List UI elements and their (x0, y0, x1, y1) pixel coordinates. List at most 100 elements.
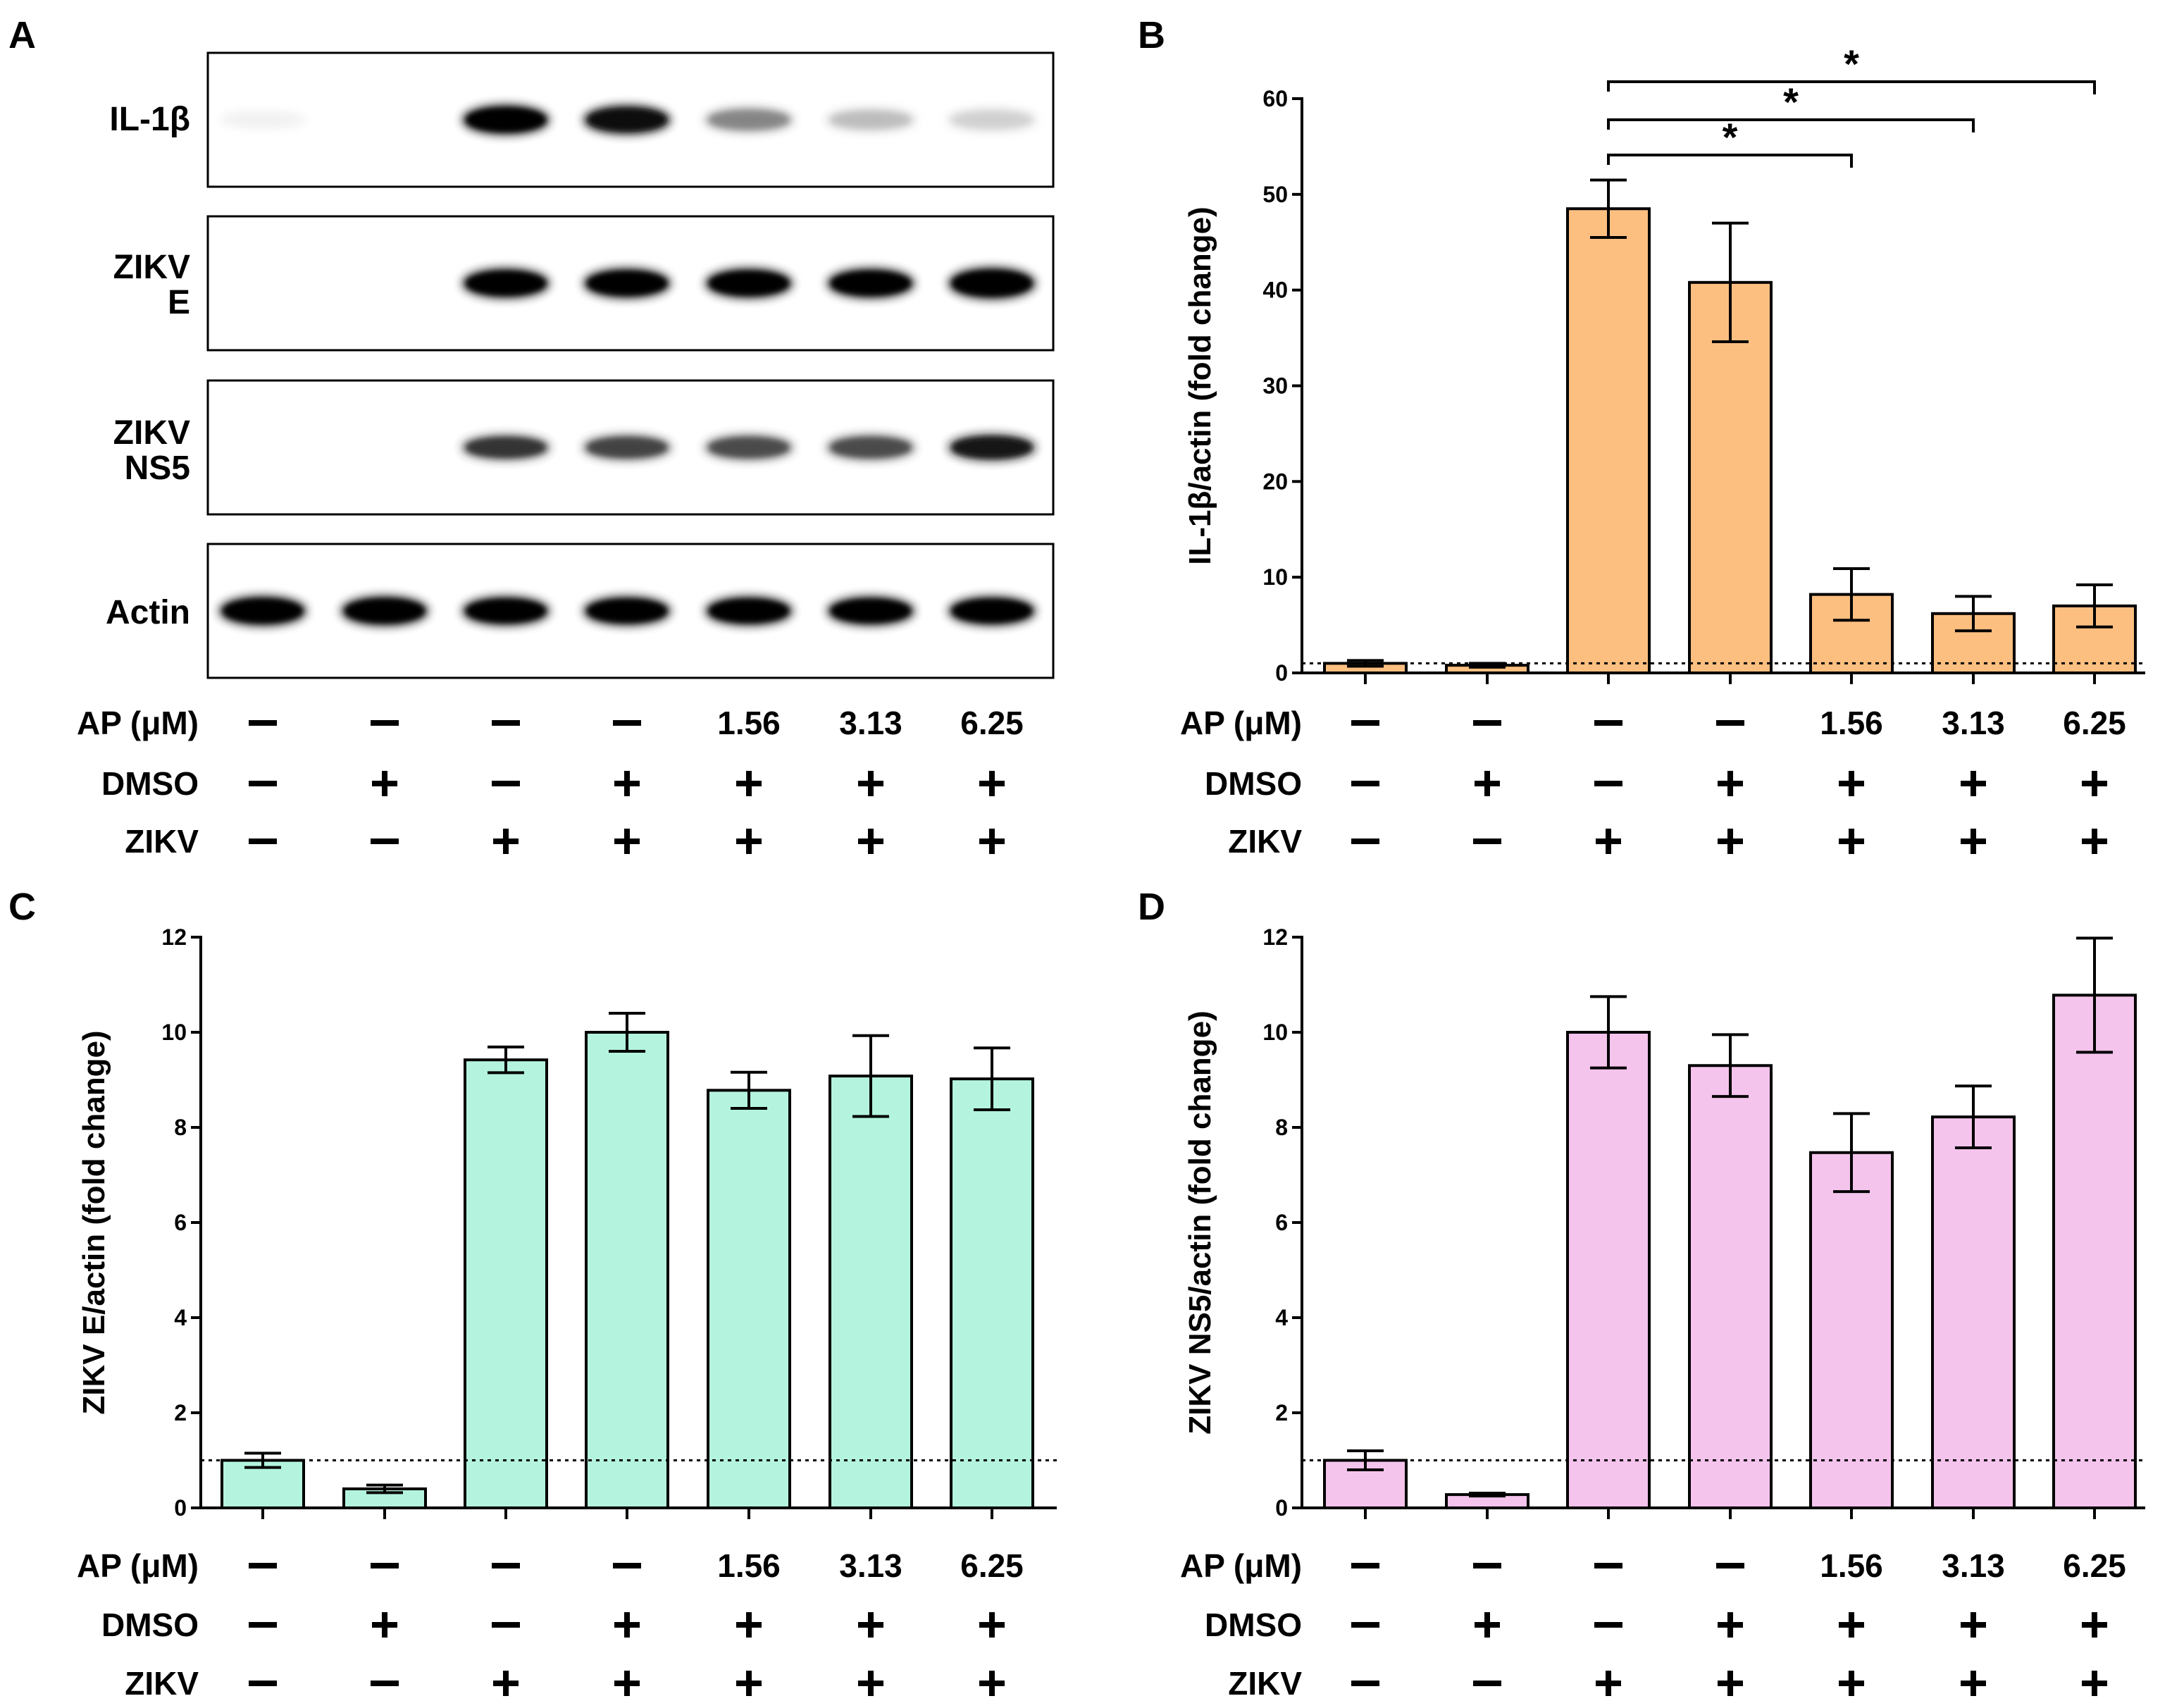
plus-v (2092, 1671, 2097, 1696)
panel-label-a: A (8, 14, 36, 56)
blot-row: IL-1β (109, 51, 1055, 188)
minus-bar (249, 1622, 277, 1628)
blot-band-core (223, 113, 302, 127)
minus-bar (1716, 1563, 1744, 1568)
blot-band-core (952, 600, 1031, 622)
bar-7 (2052, 994, 2137, 1509)
y-axis-label: ZIKV E/actin (fold change) (77, 1030, 111, 1414)
blot-band-core (588, 109, 666, 131)
plus-v (1727, 1612, 1733, 1638)
bar-2 (342, 1487, 427, 1509)
concentration-value: 1.56 (717, 705, 781, 741)
minus-bar (1594, 1563, 1622, 1568)
concentration-value: 6.25 (960, 1547, 1024, 1584)
minus-bar (371, 720, 399, 726)
minus-bar (492, 1563, 520, 1568)
plus-v (989, 1671, 995, 1696)
concentration-value: 6.25 (960, 705, 1024, 741)
bar-5 (1809, 593, 1894, 674)
plus-v (1971, 1671, 1976, 1696)
error-bar-7 (2076, 583, 2113, 629)
plus-v (503, 1671, 509, 1696)
minus-bar (1594, 1622, 1622, 1628)
blot-band-core (952, 271, 1031, 296)
concentration-value: 6.25 (2063, 1547, 2126, 1584)
significance-star: * (1783, 80, 1799, 124)
minus-bar (249, 1681, 277, 1686)
y-tick-label: 0 (1275, 660, 1288, 686)
plus-v (989, 829, 995, 854)
chart-il1b: IL-1β/actin (fold change) 0 10 20 30 40 50 60 * *… (1183, 42, 2145, 686)
significance-bracket: * (1607, 42, 2096, 94)
concentration-value: 3.13 (839, 1547, 902, 1584)
plus-v (382, 1612, 387, 1638)
conditions-panel-d: AP (μM)————1.563.136.25DMSO—+—++++ZIKV——… (1180, 1547, 2126, 1702)
blot-band-core (831, 271, 910, 295)
y-tick-label: 10 (161, 1020, 187, 1045)
minus-bar (1473, 838, 1501, 844)
bar-4 (1688, 1064, 1773, 1509)
minus-bar (249, 1563, 277, 1568)
chart-zikv-ns5: ZIKV NS5/actin (fold change) 0 2 4 6 8 10 12 (1183, 924, 2145, 1521)
blot-band-core (831, 111, 910, 128)
error-bar-4 (609, 1012, 645, 1053)
error-bar-2 (366, 1483, 403, 1494)
minus-bar (492, 781, 520, 786)
minus-bar (1351, 1681, 1379, 1686)
plus-v (1606, 1671, 1611, 1696)
bar-3 (1566, 1031, 1651, 1509)
concentration-value: 3.13 (1942, 1547, 2005, 1584)
blot-band-core (466, 600, 545, 622)
bar-4 (585, 1031, 669, 1509)
blot-band-core (709, 600, 788, 622)
plus-v (2092, 771, 2097, 796)
bracket-line (1607, 118, 1975, 132)
y-tick-label: 2 (1275, 1400, 1288, 1425)
plus-v (1484, 1612, 1490, 1638)
plus-v (1849, 1671, 1854, 1696)
plus-v (1849, 829, 1854, 854)
y-tick-label: 0 (174, 1495, 187, 1521)
minus-bar (492, 1622, 520, 1628)
blot-band-core (709, 271, 788, 295)
blot-band-core (831, 600, 910, 622)
plus-v (746, 829, 752, 854)
y-tick-label: 60 (1262, 86, 1288, 111)
significance-bracket: * (1607, 115, 1853, 168)
y-tick-label: 8 (1275, 1115, 1288, 1140)
blot-band-core (588, 271, 666, 295)
plus-v (1849, 771, 1854, 796)
condition-label-ap: AP (μM) (1180, 1547, 1302, 1584)
condition-label-zikv: ZIKV (1228, 1665, 1302, 1702)
conditions-panel-a: AP (μM)————1.563.136.25DMSO—+—++++ZIKV——… (77, 705, 1024, 860)
condition-label-ap: AP (μM) (77, 1547, 199, 1584)
blot-label: ZIKV (113, 249, 190, 286)
minus-bar (613, 1563, 641, 1568)
bar-7 (950, 1077, 1034, 1509)
minus-bar (371, 1563, 399, 1568)
plus-v (2092, 1612, 2097, 1638)
plus-v (624, 1612, 630, 1638)
blot-band-core (952, 437, 1031, 458)
error-bar-6 (1955, 1084, 1992, 1150)
minus-bar (1473, 1563, 1501, 1568)
y-tick-label: 50 (1262, 182, 1288, 207)
blot-band-core (588, 438, 666, 457)
bracket-line (1607, 80, 2096, 94)
plus-v (1849, 1612, 1854, 1638)
concentration-value: 1.56 (1820, 1547, 1883, 1584)
bar-4 (1688, 280, 1773, 674)
y-tick-label: 8 (174, 1115, 187, 1140)
error-bar-4 (1712, 1033, 1749, 1099)
blot-band-core (466, 108, 545, 132)
conditions-panel-b: AP (μM)————1.563.136.25DMSO—+—++++ZIKV——… (1180, 705, 2126, 860)
y-tick-label: 2 (174, 1400, 187, 1425)
condition-label-dmso: DMSO (101, 765, 199, 802)
significance-star: * (1723, 115, 1738, 159)
error-bar-3 (1590, 178, 1627, 239)
minus-bar (249, 720, 277, 726)
minus-bar (1473, 1681, 1501, 1686)
concentration-value: 3.13 (1942, 705, 2005, 741)
